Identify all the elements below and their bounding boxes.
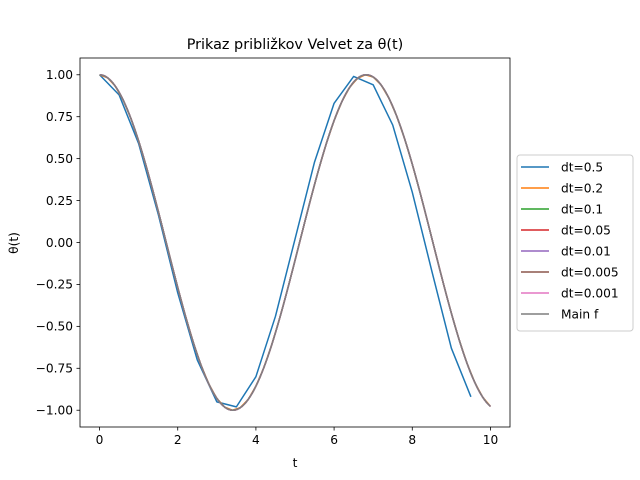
y-tick-label: −0.50 <box>36 320 73 334</box>
plot-frame <box>79 57 511 428</box>
y-tick-label: −0.25 <box>36 278 73 292</box>
series-line-0 <box>99 74 472 408</box>
chart-title: Prikaz približkov Velvet za θ(t) <box>187 37 404 53</box>
y-tick-label: −1.00 <box>36 404 73 418</box>
y-axis: 1.00 0.75 0.50 0.25 0.00 −0.25 −0.50 −0.75 −1.00 <box>36 68 80 418</box>
legend: dt=0.5 dt=0.2 dt=0.1 dt=0.05 dt=0.01 dt=0.005… <box>516 154 634 332</box>
legend-label: dt=0.001 <box>561 286 619 300</box>
y-tick-label: 0.50 <box>46 152 73 166</box>
y-tick-label: 0.75 <box>46 110 73 124</box>
legend-label: dt=0.005 <box>561 265 619 279</box>
x-tick-label: 6 <box>330 433 338 447</box>
legend-label: dt=0.2 <box>561 181 603 195</box>
legend-label: dt=0.5 <box>561 160 603 174</box>
series-line-7 <box>99 74 491 411</box>
y-tick-label: 1.00 <box>46 68 73 82</box>
legend-box <box>516 154 634 332</box>
legend-label: dt=0.05 <box>561 223 611 237</box>
y-tick-label: −0.75 <box>36 362 73 376</box>
x-tick-label: 4 <box>252 433 260 447</box>
legend-label: dt=0.1 <box>561 202 603 216</box>
x-tick-label: 8 <box>408 433 416 447</box>
legend-label: Main f <box>561 307 599 321</box>
y-tick-label: 0.25 <box>46 194 73 208</box>
y-axis-label: θ(t) <box>7 232 21 254</box>
x-axis: 0 2 4 6 8 10 <box>96 427 499 447</box>
x-axis-label: t <box>293 456 298 470</box>
x-tick-label: 10 <box>483 433 499 447</box>
x-tick-label: 2 <box>174 433 182 447</box>
x-tick-label: 0 <box>96 433 104 447</box>
y-tick-label: 0.00 <box>46 236 73 250</box>
legend-label: dt=0.01 <box>561 244 611 258</box>
